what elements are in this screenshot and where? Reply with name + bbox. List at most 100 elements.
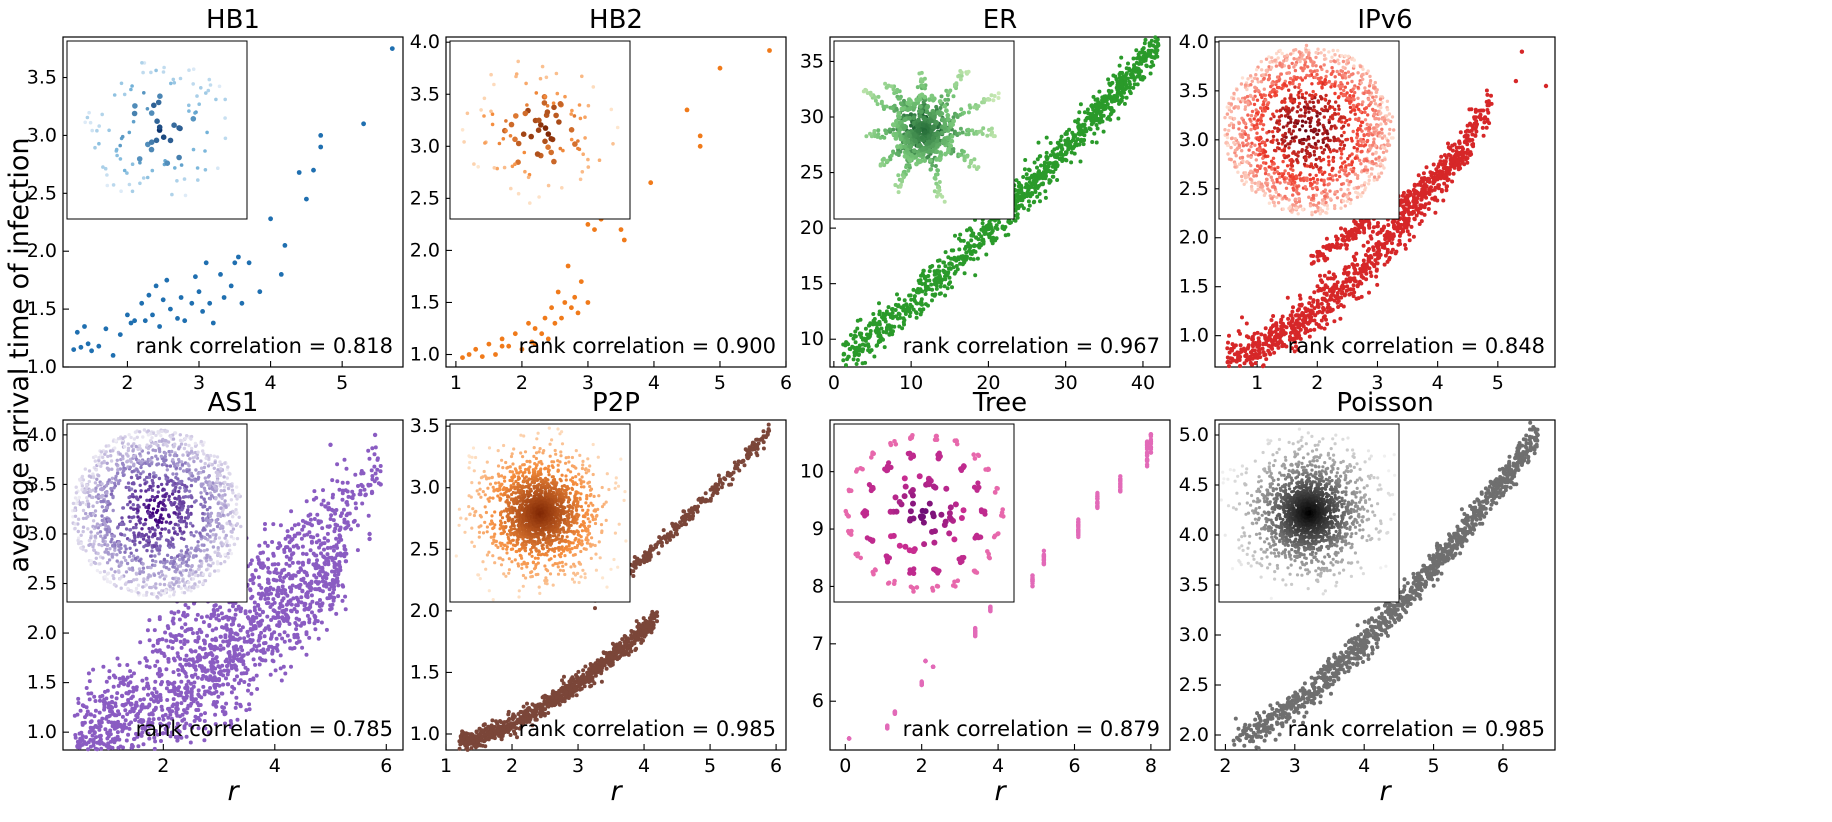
inset-node	[1261, 189, 1266, 193]
y-tick-label: 2.0	[27, 240, 57, 262]
inset-node	[609, 107, 614, 112]
data-point	[958, 261, 963, 266]
data-point	[1290, 309, 1295, 314]
inset-node	[138, 181, 142, 186]
inset-node	[1328, 177, 1333, 181]
inset-node	[580, 74, 584, 79]
inset-node	[1338, 117, 1342, 121]
inset-node	[1338, 174, 1342, 179]
inset-node	[1368, 74, 1372, 79]
inset-node	[1297, 101, 1302, 106]
data-point	[1070, 130, 1075, 135]
inset-node	[1325, 192, 1329, 196]
data-point	[1291, 325, 1296, 330]
inset-node	[1322, 57, 1327, 61]
inset-node	[1313, 108, 1317, 113]
data-point	[1142, 75, 1147, 80]
inset-node	[1340, 140, 1345, 144]
data-point	[1446, 177, 1451, 182]
data-point	[1543, 83, 1549, 89]
data-point	[221, 295, 227, 300]
inset-node	[1336, 112, 1341, 116]
data-point	[1122, 90, 1126, 95]
inset-node	[1341, 59, 1346, 64]
inset-node	[223, 116, 227, 120]
inset-node	[1363, 86, 1367, 90]
inset-node	[1315, 132, 1319, 136]
inset-node	[167, 137, 174, 144]
inset-node	[1322, 148, 1327, 152]
data-point	[1407, 232, 1412, 237]
y-tick-label: 2.5	[1179, 178, 1209, 200]
data-point	[901, 320, 906, 325]
inset-node	[1350, 139, 1354, 143]
data-point	[697, 133, 703, 139]
data-point	[1327, 289, 1332, 293]
data-point	[1486, 99, 1491, 104]
data-point	[1135, 82, 1140, 87]
data-point	[1230, 348, 1234, 353]
inset-node	[1281, 207, 1285, 211]
inset-node	[1390, 115, 1395, 119]
data-point	[946, 282, 951, 286]
inset-node	[195, 166, 200, 170]
inset-node	[1355, 147, 1360, 151]
data-point	[1095, 126, 1100, 131]
data-point	[1338, 316, 1343, 321]
inset-node	[1346, 58, 1350, 62]
data-point	[851, 336, 856, 341]
inset-node	[100, 112, 104, 117]
inset-node	[1293, 68, 1298, 73]
data-point	[1312, 327, 1317, 332]
inset-node	[1359, 162, 1363, 166]
inset-node	[1345, 137, 1350, 142]
inset-node	[118, 143, 122, 148]
inset-node	[1259, 106, 1263, 110]
inset-node	[986, 97, 991, 102]
data-point	[1066, 147, 1071, 152]
inset-node	[1388, 127, 1392, 132]
data-point	[1445, 184, 1449, 189]
inset-node	[872, 129, 877, 134]
data-point	[1403, 246, 1408, 251]
inset-node	[1302, 105, 1307, 109]
inset-node	[1371, 95, 1375, 99]
inset-node	[1276, 141, 1281, 146]
inset-node	[944, 108, 949, 114]
data-point	[877, 312, 882, 317]
inset-node	[591, 85, 596, 89]
data-point	[964, 256, 969, 261]
inset-node	[1341, 161, 1345, 165]
inset-node	[907, 158, 913, 164]
inset-node	[1346, 156, 1350, 161]
data-point	[1403, 197, 1407, 202]
inset-node	[536, 117, 542, 124]
data-point	[895, 316, 900, 321]
data-point	[1328, 276, 1333, 281]
inset-node	[1270, 178, 1275, 182]
inset-node	[1308, 153, 1313, 158]
data-point	[946, 266, 951, 271]
data-point	[1032, 160, 1037, 165]
data-point	[934, 286, 939, 291]
data-point	[189, 300, 195, 306]
inset-node	[1348, 105, 1353, 110]
inset-node	[1253, 168, 1257, 172]
data-point	[1450, 179, 1455, 184]
panel-title-as1: AS1	[208, 388, 259, 418]
data-point	[902, 298, 907, 303]
inset-node	[934, 138, 940, 144]
data-point	[1077, 110, 1082, 115]
inset-node	[1302, 162, 1307, 166]
inset-node	[1343, 54, 1348, 58]
data-point	[578, 279, 584, 284]
data-point	[975, 256, 980, 261]
data-point	[545, 336, 551, 342]
data-point	[1061, 153, 1065, 157]
inset-node	[1303, 58, 1307, 62]
inset-node	[869, 93, 874, 98]
inset-node	[1267, 73, 1272, 78]
inset-node	[932, 176, 937, 180]
inset-node	[943, 151, 948, 157]
inset-node	[1387, 143, 1392, 147]
